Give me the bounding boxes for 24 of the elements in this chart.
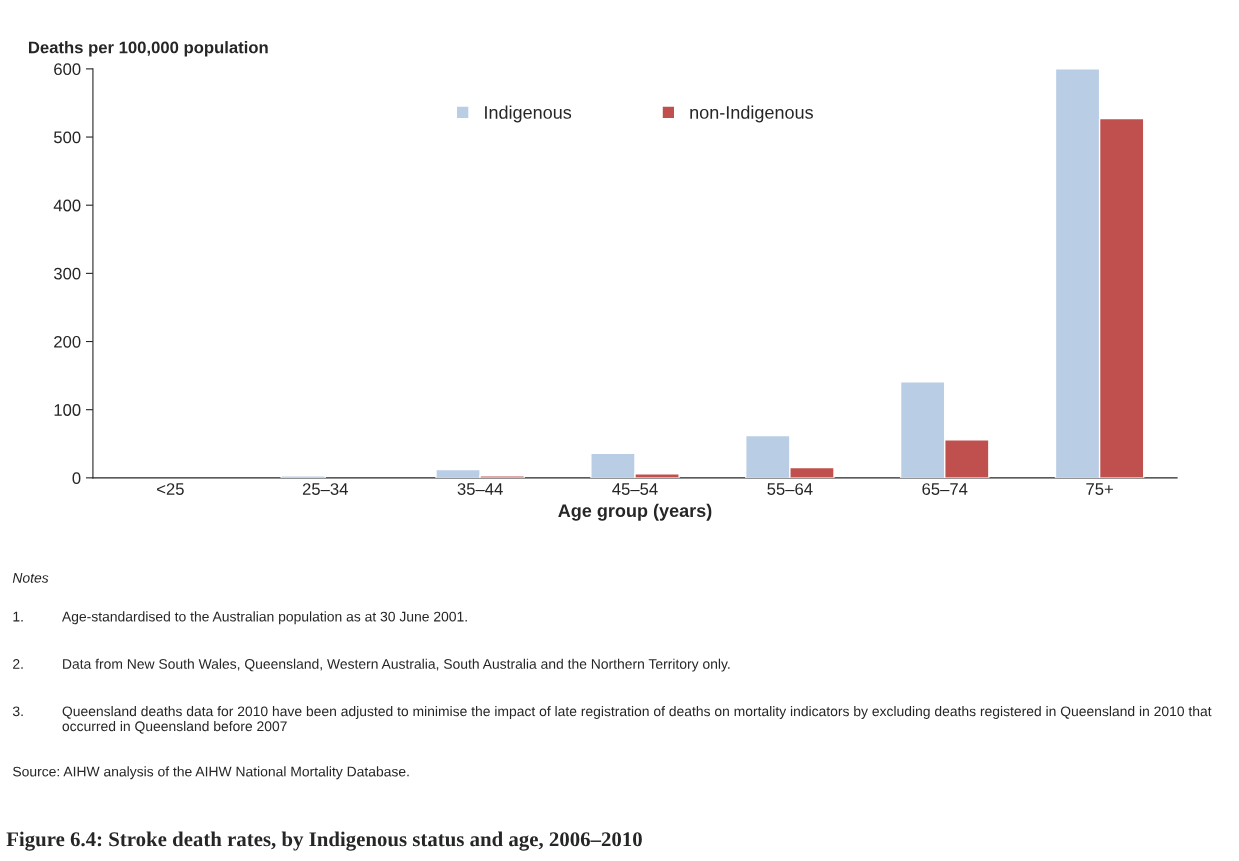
legend-label: non-Indigenous xyxy=(690,105,813,123)
x-tick-label: <25 xyxy=(157,483,184,495)
text: 3. Queensland deaths data for 2010 have been adjusted to minimise the impact of late registration of deaths on mortality indicators by excluding deaths registered in Queensland in 2010 that occurred in Queensland before 2007 xyxy=(12,706,1212,734)
source-note: Source: AIHW analysis of the AIHW National Mortality Database. xyxy=(13,766,409,780)
text: 2. Data from New South Wales, Queensland, Western Australia, South Australia and the Northern Territory only. xyxy=(13,658,730,672)
x-tick-label: 45–54 xyxy=(612,483,658,495)
y-tick-label: 500 xyxy=(53,131,81,144)
y-tick-label: 300 xyxy=(53,267,81,280)
text: 1. Age-standardised to the Australian population as at 30 June 2001. xyxy=(13,611,467,625)
x-tick-label: 65–74 xyxy=(922,483,968,495)
legend-label: Indigenous xyxy=(485,105,572,123)
x-tick-label: 35–44 xyxy=(457,483,503,495)
text: Notes xyxy=(12,573,49,583)
y-tick-label: 400 xyxy=(53,199,81,212)
x-axis-title: Age group (years) xyxy=(558,503,712,521)
x-tick-label: 75+ xyxy=(1086,483,1113,495)
x-tick-label: 25–34 xyxy=(302,483,348,495)
y-tick-label: 0 xyxy=(72,472,81,485)
y-axis-title: Deaths per 100,000 population xyxy=(28,41,268,57)
y-tick-label: 600 xyxy=(54,63,81,76)
text: Figure 6.4: Stroke death rates, by Indigenous status and age, 2006–2010 xyxy=(6,831,642,851)
x-tick-label: 55–64 xyxy=(767,483,813,495)
y-tick-label: 100 xyxy=(54,404,81,416)
y-tick-label: 200 xyxy=(54,335,81,348)
